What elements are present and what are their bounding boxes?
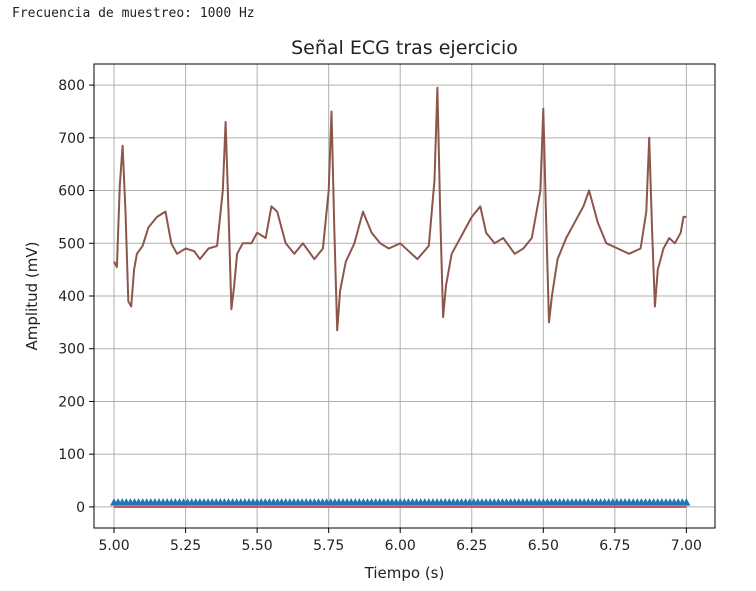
- y-tick-label: 400: [58, 289, 85, 305]
- y-tick-label: 600: [58, 184, 85, 200]
- x-tick-label: 6.75: [599, 538, 630, 554]
- x-tick-label: 6.25: [456, 538, 487, 554]
- x-tick-label: 5.75: [313, 538, 344, 554]
- x-tick-label: 7.00: [671, 538, 702, 554]
- y-axis-label: Amplitud (mV): [23, 242, 41, 351]
- grid-lines: [94, 64, 715, 528]
- y-tick-label: 0: [76, 500, 85, 516]
- x-axis-label: Tiempo (s): [364, 564, 445, 582]
- x-tick-label: 5.25: [170, 538, 201, 554]
- y-tick-label: 800: [58, 78, 85, 94]
- plot-data: [110, 86, 691, 509]
- sampling-rate-output: Frecuencia de muestreo: 1000 Hz: [12, 6, 255, 21]
- x-tick-label: 5.00: [98, 538, 129, 554]
- y-tick-label: 700: [58, 131, 85, 147]
- x-tick-label: 6.00: [385, 538, 416, 554]
- ecg-series-line: [113, 86, 687, 332]
- x-tick-label: 6.50: [528, 538, 559, 554]
- y-tick-label: 300: [58, 342, 85, 358]
- axis-ticks: 5.00 5.25 5.50 5.75 6.00 6.25 6.50 6.75 7.00 0 100…: [58, 78, 702, 554]
- y-tick-label: 100: [58, 447, 85, 463]
- chart-title: Señal ECG tras ejercicio: [291, 37, 518, 59]
- marker-point: [682, 498, 691, 506]
- y-tick-label: 200: [58, 394, 85, 410]
- y-tick-label: 500: [58, 236, 85, 252]
- x-tick-label: 5.50: [242, 538, 273, 554]
